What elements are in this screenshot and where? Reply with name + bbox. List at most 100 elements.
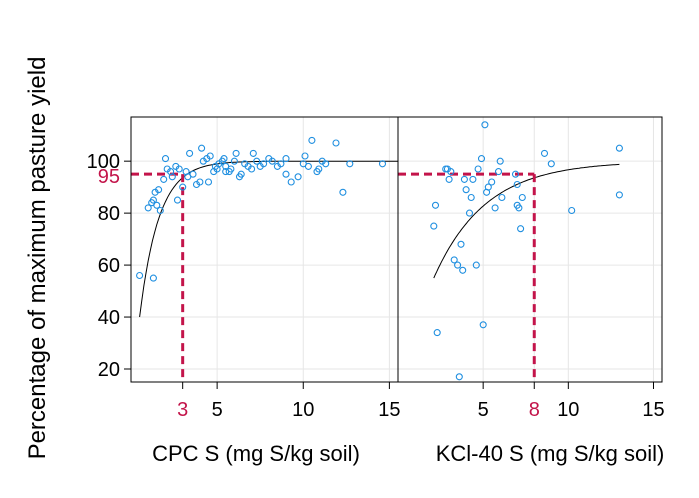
data-point (168, 173, 176, 181)
data-point (445, 175, 453, 183)
data-point (248, 165, 256, 173)
data-point (268, 157, 276, 165)
data-point (186, 149, 194, 157)
data-point (287, 178, 295, 186)
data-point (304, 162, 312, 170)
data-point (491, 204, 499, 212)
data-point (155, 186, 163, 194)
data-point (184, 173, 192, 181)
data-point (513, 180, 521, 189)
data-point (144, 204, 152, 212)
data-point (322, 160, 330, 168)
fitted-curve (433, 163, 620, 279)
x-tick-label: 10 (292, 399, 314, 421)
data-point (488, 178, 496, 186)
data-point (459, 266, 467, 274)
data-point (455, 373, 463, 381)
x-tick-label: 15 (378, 399, 400, 421)
y-axis-label: Percentage of maximum pasture yield (24, 57, 51, 460)
data-point (294, 173, 302, 181)
data-point (465, 209, 474, 217)
data-point (230, 157, 238, 165)
data-point (615, 191, 623, 199)
data-point (339, 188, 347, 196)
data-point (469, 175, 477, 183)
data-point (315, 165, 323, 173)
y-tick-label: 80 (98, 203, 120, 225)
y-tick-label-critical: 95 (98, 166, 120, 188)
data-point (481, 121, 489, 129)
x-tick-label: 10 (557, 399, 579, 421)
data-point (450, 256, 458, 264)
data-point (457, 240, 465, 248)
data-point (282, 170, 290, 178)
data-point (175, 165, 183, 173)
data-point (443, 165, 451, 173)
data-point (430, 222, 438, 230)
data-point (433, 329, 441, 337)
data-point (156, 206, 164, 215)
x-tick-label-critical: 3 (177, 399, 188, 421)
data-point (153, 201, 161, 209)
data-point (494, 168, 503, 176)
y-tick-label: 60 (98, 255, 120, 277)
data-point (540, 149, 549, 157)
data-point (511, 170, 520, 178)
y-tick-label: 40 (98, 307, 120, 329)
data-point (204, 178, 213, 186)
data-point (454, 261, 462, 269)
data-point (513, 201, 521, 209)
data-point (198, 144, 206, 152)
data-point (282, 155, 290, 163)
data-point (378, 160, 387, 168)
x-axis-label-cpc: CPC S (mg S/kg soil) (152, 441, 360, 466)
x-tick-label: 15 (642, 399, 664, 421)
data-point (249, 149, 257, 157)
x-axis-label-kcl: KCl-40 S (mg S/kg soil) (436, 441, 665, 466)
data-point (160, 175, 168, 183)
x-tick-label: 5 (478, 399, 489, 421)
data-point (467, 193, 475, 202)
panel-frame (130, 116, 399, 383)
data-point (222, 168, 230, 176)
data-point (308, 136, 316, 144)
data-point (479, 321, 487, 329)
data-point (474, 165, 482, 173)
y-tick-label: 20 (98, 359, 120, 381)
data-point (547, 160, 555, 168)
data-point (301, 152, 309, 160)
data-point (332, 139, 340, 147)
data-point (149, 196, 157, 204)
data-point (237, 170, 245, 178)
data-point (136, 271, 144, 280)
data-point (518, 193, 526, 202)
x-tick-label: 5 (212, 399, 223, 421)
data-point (149, 274, 157, 282)
data-point (472, 261, 480, 269)
data-point (173, 196, 182, 204)
data-point (431, 201, 440, 209)
data-point (517, 225, 525, 233)
data-point (568, 206, 576, 215)
data-point (483, 188, 491, 196)
data-point (277, 160, 285, 168)
data-point (179, 183, 187, 191)
data-point (253, 157, 261, 165)
data-point (462, 186, 470, 194)
data-point (260, 160, 268, 168)
x-tick-label-critical: 8 (529, 399, 540, 421)
fitted-curve (139, 160, 398, 318)
data-point (196, 178, 204, 186)
data-point (477, 155, 486, 163)
data-point (346, 160, 354, 168)
data-point (161, 155, 170, 163)
data-point (498, 193, 506, 202)
panel-frame (397, 116, 663, 383)
data-point (232, 149, 240, 157)
data-point (220, 155, 228, 163)
data-point (460, 175, 468, 183)
data-point (615, 144, 623, 152)
y-tick-label: 100 (87, 151, 120, 173)
data-point (496, 157, 504, 165)
